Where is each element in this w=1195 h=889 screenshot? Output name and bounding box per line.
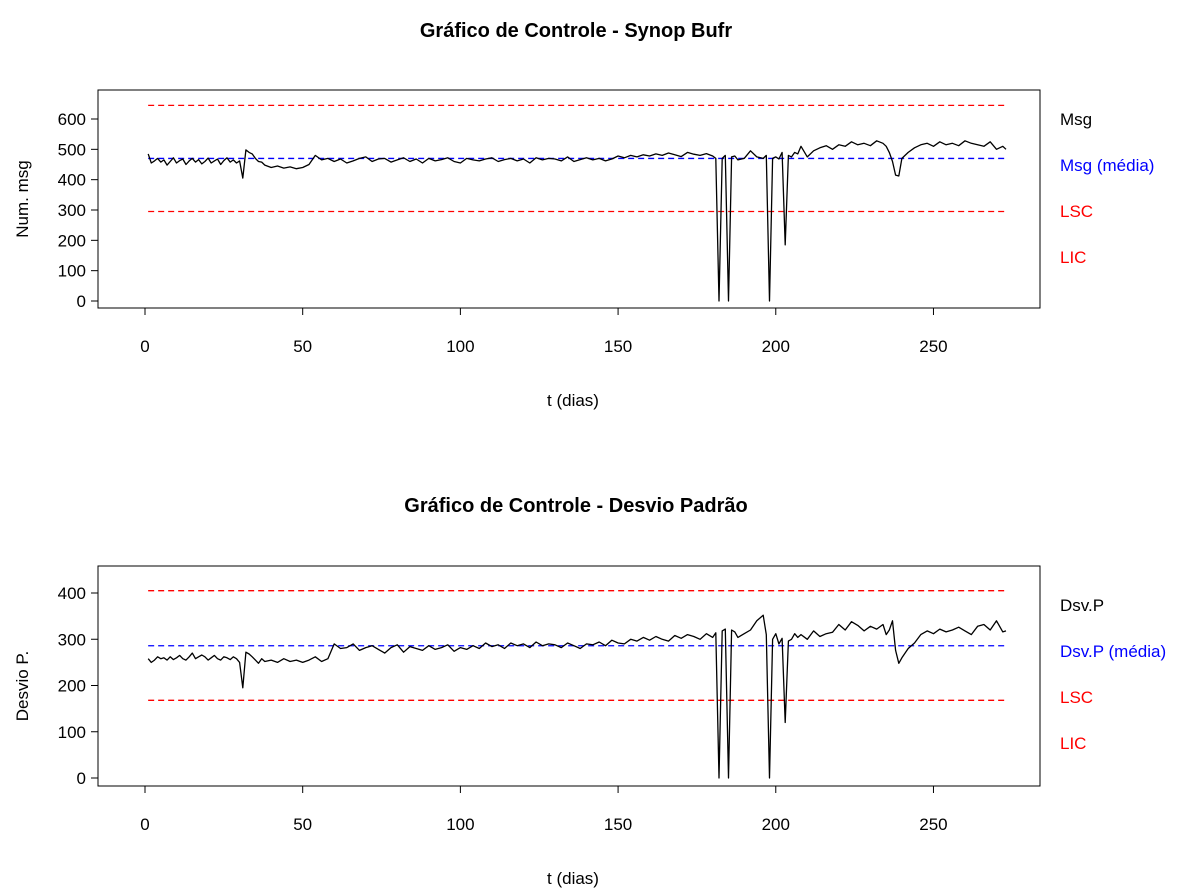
y-tick-label: 500 bbox=[58, 140, 86, 159]
y-tick-label: 200 bbox=[58, 677, 86, 696]
x-axis-label: t (dias) bbox=[547, 391, 599, 410]
y-tick-label: 400 bbox=[58, 584, 86, 603]
legend-entry-series: Dsv.P bbox=[1060, 596, 1104, 615]
legend-entry-lic: LIC bbox=[1060, 248, 1086, 267]
legend-entry-lsc: LSC bbox=[1060, 688, 1093, 707]
series-line bbox=[147, 614, 1007, 779]
plot-frame bbox=[97, 565, 1041, 787]
x-tick-label: 200 bbox=[762, 815, 790, 834]
chart-title: Gráfico de Controle - Synop Bufr bbox=[420, 20, 732, 42]
legend-entry-mean: Dsv.P (média) bbox=[1060, 642, 1166, 661]
y-tick-label: 400 bbox=[58, 171, 86, 190]
x-tick-label: 50 bbox=[293, 337, 312, 356]
y-tick-label: 100 bbox=[58, 262, 86, 281]
x-axis: 0 50 100 150 200 250 bbox=[140, 307, 948, 356]
y-axis: 0 100 200 300 400 bbox=[58, 584, 99, 788]
y-tick-label: 300 bbox=[58, 630, 86, 649]
y-axis-label: Desvio P. bbox=[13, 651, 32, 722]
legend-entry-lic: LIC bbox=[1060, 734, 1086, 753]
legend: Msg Msg (média) LSC LIC bbox=[1060, 110, 1154, 267]
x-tick-label: 50 bbox=[293, 815, 312, 834]
y-axis: 0 100 200 300 400 500 600 bbox=[58, 110, 99, 311]
y-tick-label: 0 bbox=[77, 292, 86, 311]
y-axis-label: Num. msg bbox=[13, 160, 32, 237]
plot-frame bbox=[97, 89, 1041, 309]
legend: Dsv.P Dsv.P (média) LSC LIC bbox=[1060, 596, 1166, 753]
x-tick-label: 100 bbox=[446, 815, 474, 834]
chart-panel-synop: Gráfico de Controle - Synop Bufr 0 100 200… bbox=[13, 20, 1154, 410]
series-line bbox=[147, 140, 1007, 302]
plot-lines bbox=[147, 590, 1007, 779]
x-axis-label: t (dias) bbox=[547, 869, 599, 888]
chart-title: Gráfico de Controle - Desvio Padrão bbox=[404, 495, 747, 517]
legend-entry-lsc: LSC bbox=[1060, 202, 1093, 221]
y-tick-label: 300 bbox=[58, 201, 86, 220]
plot-lines bbox=[147, 104, 1007, 302]
x-tick-label: 250 bbox=[919, 815, 947, 834]
x-tick-label: 100 bbox=[446, 337, 474, 356]
x-axis: 0 50 100 150 200 250 bbox=[140, 785, 948, 834]
y-tick-label: 200 bbox=[58, 231, 86, 250]
x-tick-label: 0 bbox=[140, 337, 149, 356]
legend-entry-mean: Msg (média) bbox=[1060, 156, 1154, 175]
legend-entry-series: Msg bbox=[1060, 110, 1092, 129]
y-tick-label: 600 bbox=[58, 110, 86, 129]
y-tick-label: 0 bbox=[77, 769, 86, 788]
chart-panel-desvio: Gráfico de Controle - Desvio Padrão 0 100… bbox=[13, 495, 1166, 888]
x-tick-label: 150 bbox=[604, 337, 632, 356]
x-tick-label: 200 bbox=[762, 337, 790, 356]
y-tick-label: 100 bbox=[58, 723, 86, 742]
x-tick-label: 150 bbox=[604, 815, 632, 834]
x-tick-label: 0 bbox=[140, 815, 149, 834]
x-tick-label: 250 bbox=[919, 337, 947, 356]
